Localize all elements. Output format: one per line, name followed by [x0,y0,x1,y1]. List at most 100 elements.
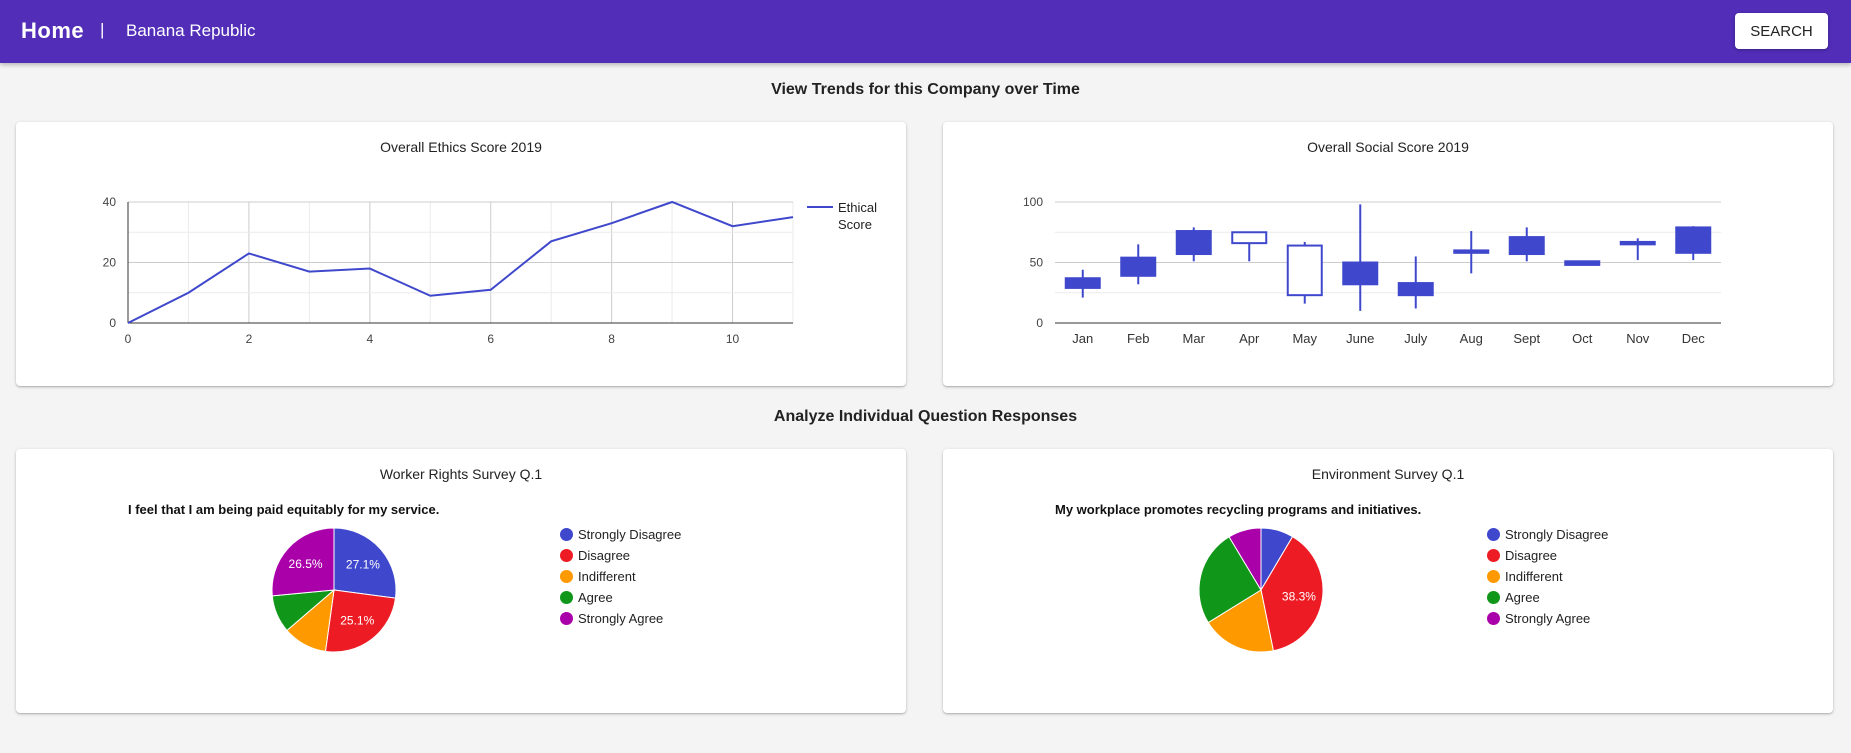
legend-label: Agree [578,590,613,605]
x-tick-label: 10 [726,332,740,346]
legend-item-disagree[interactable]: Disagree [560,545,681,566]
x-tick-label: Oct [1572,331,1593,346]
legend-label: Disagree [1505,548,1558,563]
y-tick-label: 50 [1030,256,1044,270]
legend-label: Disagree [578,548,631,563]
pie-slice-strongly-agree [1228,527,1262,592]
legend-dot [560,612,573,625]
environment-pie-chart: 38.3% [1198,527,1324,653]
x-tick-label: Nov [1626,331,1650,346]
candle-body [1675,226,1712,254]
legend-item-strongly-agree[interactable]: Strongly Agree [560,608,681,629]
environment-question: My workplace promotes recycling programs… [1055,502,1422,517]
app-bar: Home | Banana Republic SEARCH [0,0,1851,63]
candle-body [1064,277,1101,289]
worker-pie-chart: 27.1% 25.1% 26.5% [271,527,397,653]
pie-slice-strongly-agree [271,527,335,597]
legend-item-agree[interactable]: Agree [560,587,681,608]
legend-item-indifferent[interactable]: Indifferent [560,566,681,587]
ethics-chart-title: Overall Ethics Score 2019 [380,139,542,155]
legend-item-strongly-disagree[interactable]: Strongly Disagree [560,524,681,545]
legend-item-indifferent[interactable]: Indifferent [1487,566,1608,587]
legend-label: Indifferent [578,569,636,584]
pie-slice-agree [1198,536,1262,624]
x-tick-label: Feb [1127,331,1149,346]
questions-section-title: Analyze Individual Question Responses [773,408,1078,425]
candle-body [1619,240,1656,246]
x-tick-label: May [1292,331,1317,346]
legend-dot [560,549,573,562]
x-tick-label: Jan [1072,331,1093,346]
x-tick-label: 2 [246,332,253,346]
legend-dot [1487,549,1500,562]
trends-section-title: View Trends for this Company over Time [771,81,1080,98]
y-tick-label: 20 [103,256,117,270]
social-chart-card: Overall Social Score 2019 0 50 100 Jan Feb Ma… [943,122,1833,386]
pie-slice-disagree [1260,535,1324,652]
environment-legend: Strongly Disagree Disagree Indifferent A… [1487,524,1608,629]
candle-body [1564,260,1601,266]
x-tick-label: 0 [125,332,132,346]
worker-question: I feel that I am being paid equitably fo… [128,502,440,517]
worker-survey-card: Worker Rights Survey Q.1 I feel that I a… [16,449,906,713]
search-button[interactable]: SEARCH [1735,13,1828,49]
social-candlestick-chart: 0 50 100 Jan Feb Mar Apr May June July Aug Sept Oct N… [1023,195,1721,346]
legend-dot [1487,528,1500,541]
legend-dot [1487,570,1500,583]
legend-label: Score [838,217,872,232]
x-tick-label: Dec [1682,331,1706,346]
x-tick-label: 6 [487,332,494,346]
x-tick-label: Sept [1513,331,1540,346]
worker-legend: Strongly Disagree Disagree Indifferent A… [560,524,681,629]
legend-item-agree[interactable]: Agree [1487,587,1608,608]
legend-dot [560,528,573,541]
slice-label: 27.1% [346,558,380,572]
candle-body [1231,231,1268,245]
legend-dot [1487,612,1500,625]
y-tick-label: 0 [1036,316,1043,330]
legend-item-disagree[interactable]: Disagree [1487,545,1608,566]
legend-item-strongly-disagree[interactable]: Strongly Disagree [1487,524,1608,545]
pie-slice-indifferent [1207,589,1274,653]
legend-label: Ethical [838,200,877,215]
candle-body [1397,282,1434,297]
y-tick-label: 40 [103,195,117,209]
pie-slice-strongly-disagree [333,527,397,599]
pie-slice-disagree [324,589,397,653]
candle-body [1286,244,1323,297]
ethical-score-line [127,200,794,324]
y-tick-label: 0 [109,316,116,330]
candle-body [1508,236,1545,256]
legend-dot [560,570,573,583]
environment-survey-title: Environment Survey Q.1 [1311,466,1465,482]
legend-label: Indifferent [1505,569,1563,584]
y-tick-label: 100 [1023,195,1043,209]
company-name: Banana Republic [126,21,256,40]
candle-body [1342,261,1379,286]
legend-label: Strongly Agree [578,611,664,626]
legend-dot [560,591,573,604]
legend-dot [1487,591,1500,604]
environment-survey-card: Environment Survey Q.1 My workplace prom… [943,449,1833,713]
legend-label: Strongly Disagree [578,527,682,542]
candle-body [1453,249,1490,254]
worker-survey-title: Worker Rights Survey Q.1 [379,466,543,482]
x-tick-label: June [1346,331,1374,346]
social-chart-title: Overall Social Score 2019 [1307,139,1469,155]
ethics-line-chart: 0 2 4 6 8 10 0 20 40 Ethical Score [103,195,877,346]
x-tick-label: Apr [1239,331,1260,346]
candle-body [1175,230,1212,256]
home-link[interactable]: Home [21,18,85,43]
candle-body [1120,256,1157,277]
slice-label: 26.5% [289,557,323,571]
legend-label: Strongly Agree [1505,611,1591,626]
x-tick-label: 8 [608,332,615,346]
legend-item-strongly-agree[interactable]: Strongly Agree [1487,608,1608,629]
x-tick-label: Mar [1183,331,1206,346]
legend-label: Strongly Disagree [1505,527,1609,542]
slice-label: 25.1% [340,614,374,628]
ethics-chart-card: Overall Ethics Score 2019 0 2 4 6 8 10 0 20 40 Et… [16,122,906,386]
x-tick-label: Aug [1460,331,1483,346]
slice-label: 38.3% [1282,589,1316,603]
header-separator: | [100,20,105,39]
